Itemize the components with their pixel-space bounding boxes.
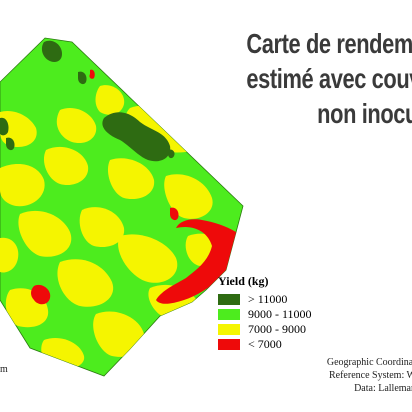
credits-line-2: Reference System: W xyxy=(328,370,412,381)
legend-swatch xyxy=(218,339,240,350)
scale-fragment: m xyxy=(0,364,8,375)
legend-title: Yield (kg) xyxy=(218,274,269,288)
map-title: Carte de rendeme estimé avec couv non in… xyxy=(246,26,412,131)
zone-above-11000 xyxy=(0,40,175,162)
legend-item-7000-9000: 7000 - 9000 xyxy=(218,322,312,337)
legend-item-below-7000: < 7000 xyxy=(218,337,312,352)
legend-item-9000-11000: 9000 - 11000 xyxy=(218,307,312,322)
map-credits: Geographic Coordinat Reference System: W… xyxy=(327,356,412,395)
legend-swatch xyxy=(218,294,240,305)
legend-swatch xyxy=(218,324,240,335)
legend-label: 7000 - 9000 xyxy=(248,322,306,336)
legend-label: 9000 - 11000 xyxy=(248,307,312,321)
credits-line-3: Data: Lalleman xyxy=(354,383,412,394)
credits-line-1: Geographic Coordinat xyxy=(326,357,412,368)
legend-item-above-11000: > 11000 xyxy=(218,292,312,307)
legend-label: > 11000 xyxy=(248,292,288,306)
legend-swatch xyxy=(218,309,240,320)
yield-legend: Yield (kg) > 11000 9000 - 11000 7000 - 9… xyxy=(218,274,312,352)
title-line-1: Carte de rendeme xyxy=(246,28,412,59)
title-line-3: non inocu xyxy=(317,98,412,129)
zone-below-7000 xyxy=(31,69,237,305)
title-line-2: estimé avec couv xyxy=(246,63,412,94)
legend-label: < 7000 xyxy=(248,337,282,351)
